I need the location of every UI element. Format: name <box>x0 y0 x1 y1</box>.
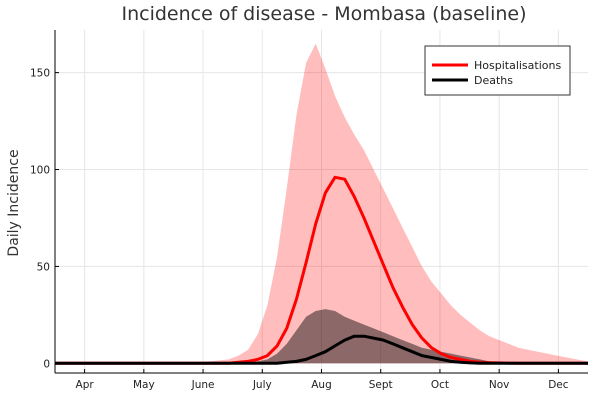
x-tick-label: May <box>133 379 155 391</box>
x-tick-label: Dec <box>548 379 569 391</box>
y-tick-label: 100 <box>30 165 50 177</box>
x-tick-label: Sept <box>369 379 393 391</box>
x-tick-label: Apr <box>76 379 95 391</box>
legend-label-hospitalisations: Hospitalisations <box>474 59 561 72</box>
y-tick-label: 0 <box>43 358 50 370</box>
line-deaths <box>55 334 588 365</box>
legend: Hospitalisations Deaths <box>424 45 571 96</box>
y-ticks: 0 50 100 150 <box>30 68 59 370</box>
x-tick-label: June <box>191 379 215 391</box>
legend-box <box>424 45 571 96</box>
band-deaths <box>55 309 588 364</box>
y-tick-label: 150 <box>30 68 50 80</box>
y-tick-label: 50 <box>37 261 50 273</box>
x-ticks: Apr May June July Aug Sept Oct Nov Dec <box>76 369 569 391</box>
legend-label-deaths: Deaths <box>474 74 513 87</box>
y-axis-label: Daily Incidence <box>6 149 22 256</box>
x-tick-label: Nov <box>489 379 510 391</box>
x-tick-label: Oct <box>431 379 449 391</box>
median-lines <box>55 175 588 365</box>
x-tick-label: Aug <box>311 379 332 391</box>
x-tick-label: July <box>252 379 272 391</box>
chart-title: Incidence of disease - Mombasa (baseline… <box>121 3 526 25</box>
